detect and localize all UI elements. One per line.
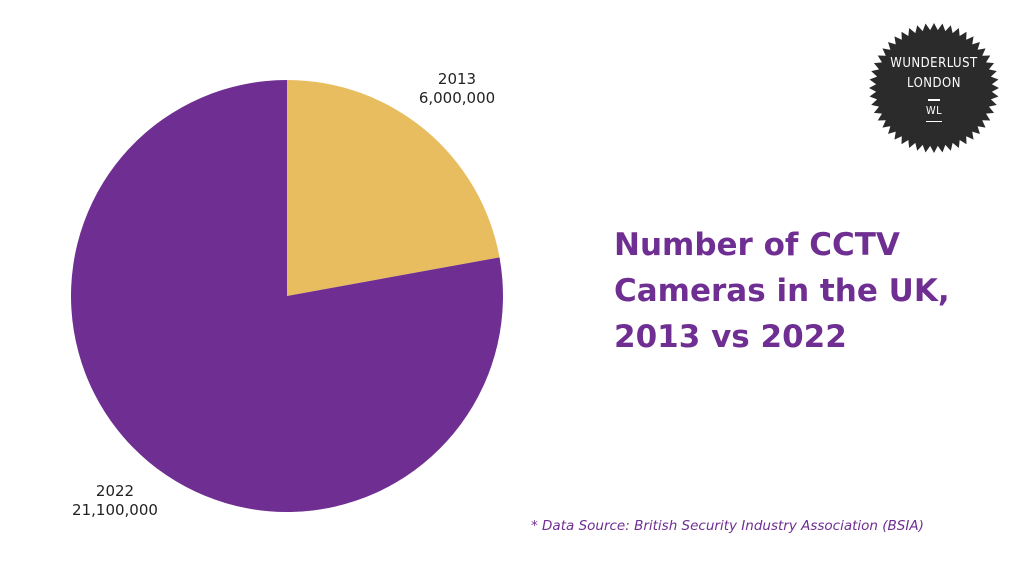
wunderlust-london-logo: WUNDERLUST LONDON WL <box>868 22 1000 154</box>
slice-label-2022: 2022 21,100,000 <box>60 482 170 520</box>
logo-badge-seal <box>869 23 999 153</box>
slice-label-2013: 2013 6,000,000 <box>402 70 512 108</box>
logo-line-2: LONDON <box>907 76 961 92</box>
slice-label-2013-name: 2013 <box>437 70 477 88</box>
logo-badge-shape <box>869 23 999 153</box>
logo-text: WUNDERLUST LONDON WL <box>868 22 1000 154</box>
slice-label-2022-value: 21,100,000 <box>72 501 158 519</box>
chart-title-line-1: Number of CCTV <box>614 227 900 263</box>
logo-line-1: WUNDERLUST <box>890 56 978 72</box>
chart-title-line-3: 2013 vs 2022 <box>614 319 847 355</box>
slice-label-2013-value: 6,000,000 <box>418 89 496 107</box>
pie-slice-2022 <box>70 80 504 512</box>
data-source-note: * Data Source: British Security Industry… <box>531 518 924 534</box>
logo-monogram: WL <box>925 103 943 122</box>
slice-label-2022-name: 2022 <box>95 482 135 500</box>
chart-title: Number of CCTV Cameras in the UK, 2013 v… <box>614 222 994 360</box>
logo-rule <box>928 99 940 101</box>
pie-slice-2013 <box>287 80 500 296</box>
chart-title-line-2: Cameras in the UK, <box>614 273 950 309</box>
